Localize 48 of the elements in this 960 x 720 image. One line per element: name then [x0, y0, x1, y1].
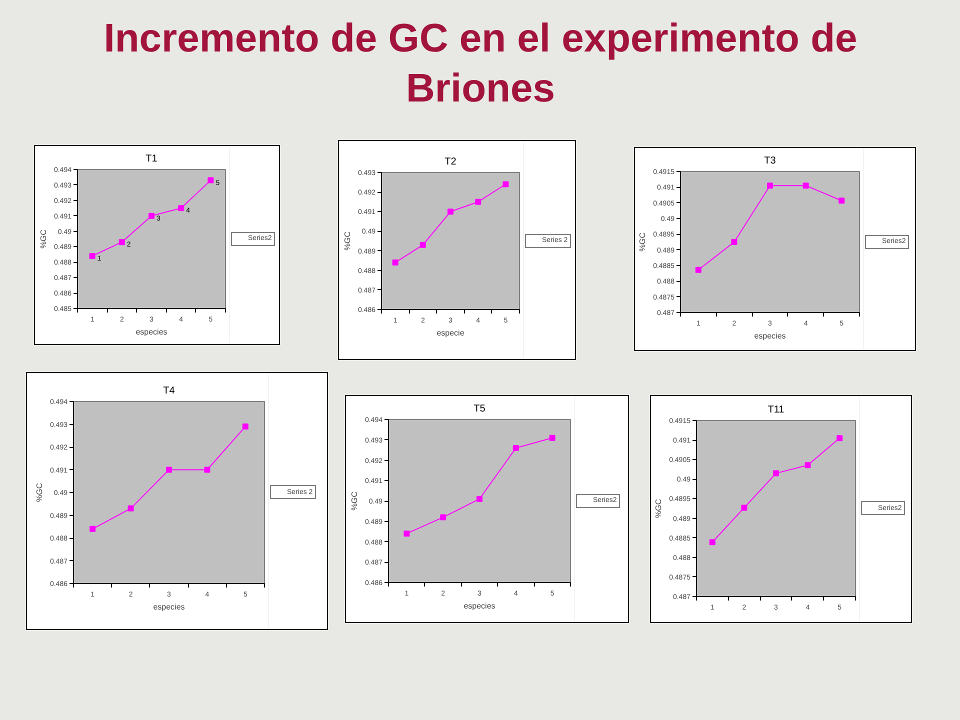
point	[804, 462, 811, 468]
point	[208, 177, 214, 184]
point	[836, 435, 843, 442]
chart-title: T1	[146, 154, 158, 164]
x-axis-title: especie	[436, 328, 465, 338]
chart-title: T3	[764, 156, 776, 166]
y-axis-title: %GC	[34, 482, 44, 502]
chart-title: T5	[474, 404, 486, 414]
point	[695, 266, 702, 273]
text: Incremento de GC en el experimento de Briones	[104, 16, 858, 110]
x-axis-title: especies	[464, 602, 496, 610]
x-axis-title: especies	[754, 332, 786, 340]
point	[166, 466, 172, 473]
point	[475, 198, 482, 205]
point	[741, 504, 748, 511]
y-axis-title: %GC	[38, 229, 48, 249]
point	[392, 260, 398, 266]
y-axis-title: %GC	[654, 498, 664, 518]
chart-title: T4	[163, 386, 176, 396]
point	[512, 445, 519, 452]
point	[178, 205, 184, 212]
y-axis-title: %GC	[342, 231, 352, 251]
point	[549, 434, 556, 441]
chart-title: T11	[768, 404, 785, 416]
point	[118, 239, 125, 246]
point	[802, 182, 809, 189]
point	[204, 466, 210, 473]
y-axis-title: %GC	[350, 491, 359, 511]
point	[502, 181, 509, 188]
point	[89, 252, 96, 259]
point	[767, 182, 773, 189]
point	[476, 496, 482, 502]
point	[128, 505, 134, 512]
point	[709, 539, 716, 546]
point	[773, 470, 779, 476]
point	[731, 239, 738, 245]
y-axis-title: %GC	[638, 232, 648, 252]
point	[440, 514, 446, 520]
x-axis-title: especies	[153, 602, 185, 612]
point	[148, 212, 154, 219]
point	[242, 424, 248, 430]
point	[90, 526, 96, 532]
x-axis-title: especies	[136, 328, 168, 336]
point	[404, 530, 410, 537]
point	[420, 242, 426, 248]
chart-title: T2	[444, 156, 457, 168]
point	[838, 198, 845, 204]
point	[448, 208, 454, 215]
